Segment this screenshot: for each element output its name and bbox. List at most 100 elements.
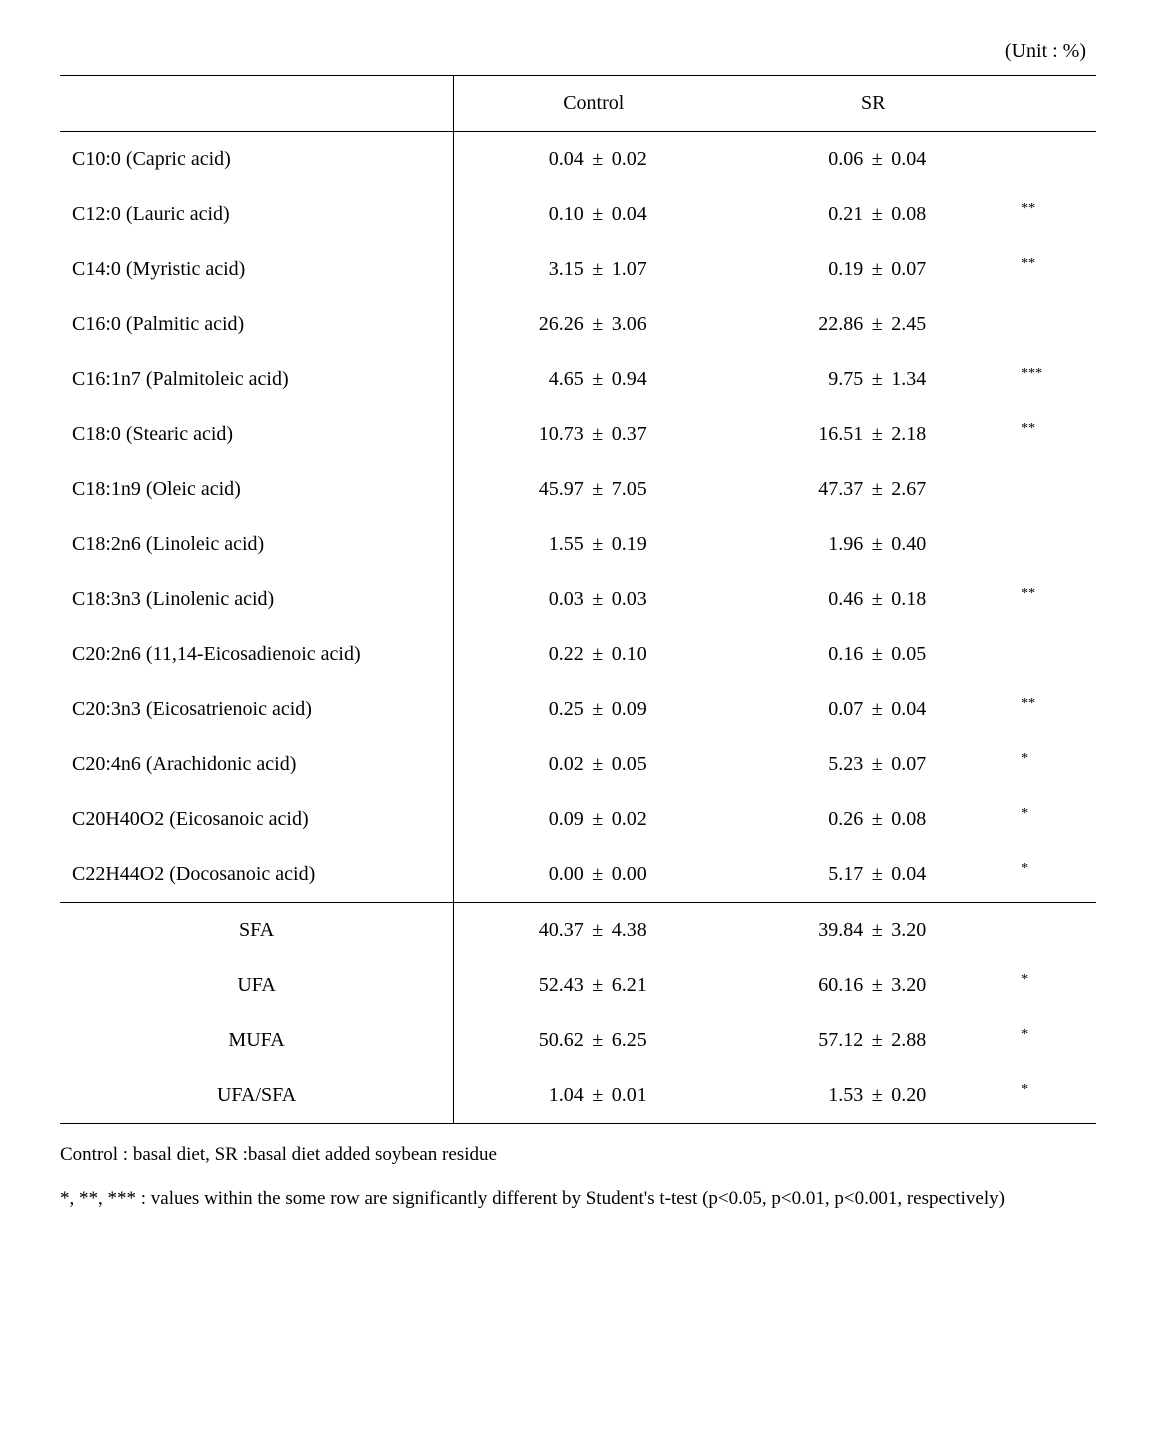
row-label: MUFA [60,1013,454,1068]
error-value: 3.20 [891,974,947,997]
header-sig [1013,76,1096,132]
plus-minus-symbol: ± [863,203,891,226]
error-value: 4.38 [612,919,668,942]
row-label: C16:0 (Palmitic acid) [60,297,454,352]
error-value: 1.07 [612,258,668,281]
error-value: 3.06 [612,313,668,336]
mean-value: 0.07 [799,698,863,721]
significance-marker: * [1013,737,1096,792]
value-pair: 0.07± 0.04 [799,698,947,721]
value-pair: 0.06±0.04 [799,148,947,171]
value-pair: 0.04±0.02 [520,148,668,171]
header-label [60,76,454,132]
error-value: 0.03 [612,588,668,611]
table-row: C16:1n7 (Palmitoleic acid)4.65±0.949.75±… [60,352,1096,407]
value-pair: 26.26±3.06 [520,313,668,336]
footnotes: Control : basal diet, SR :basal diet add… [60,1136,1096,1218]
plus-minus-symbol: ± [863,863,891,886]
table-row: C18:3n3 (Linolenic acid)0.03±0.030.46± 0… [60,572,1096,627]
value-pair: 0.02±0.05 [520,753,668,776]
mean-value: 60.16 [799,974,863,997]
plus-minus-symbol: ± [584,258,612,281]
table-row: C20:3n3 (Eicosatrienoic acid)0.25±0.090.… [60,682,1096,737]
plus-minus-symbol: ± [863,588,891,611]
control-cell: 0.03±0.03 [454,572,734,627]
sr-cell: 16.51± 2.18 [733,407,1013,462]
value-pair: 57.12± 2.88 [799,1029,947,1052]
table-row: C10:0 (Capric acid)0.04±0.020.06±0.04 [60,132,1096,188]
plus-minus-symbol: ± [584,974,612,997]
mean-value: 40.37 [520,919,584,942]
control-cell: 0.22±0.10 [454,627,734,682]
significance-marker: *** [1013,352,1096,407]
plus-minus-symbol: ± [863,258,891,281]
error-value: 6.25 [612,1029,668,1052]
error-value: 6.21 [612,974,668,997]
error-value: 1.34 [891,368,947,391]
plus-minus-symbol: ± [863,974,891,997]
table-row: C20:2n6 (11,14-Eicosadienoic acid)0.22±0… [60,627,1096,682]
value-pair: 1.53± 0.20 [799,1084,947,1107]
table-row: C18:2n6 (Linoleic acid)1.55±0.191.96± 0.… [60,517,1096,572]
mean-value: 45.97 [520,478,584,501]
error-value: 0.04 [891,698,947,721]
mean-value: 0.22 [520,643,584,666]
control-cell: 52.43±6.21 [454,958,734,1013]
value-pair: 0.22±0.10 [520,643,668,666]
significance-marker: * [1013,1068,1096,1124]
plus-minus-symbol: ± [863,698,891,721]
sr-cell: 0.46± 0.18 [733,572,1013,627]
control-cell: 0.09±0.02 [454,792,734,847]
value-pair: 4.65±0.94 [520,368,668,391]
plus-minus-symbol: ± [584,643,612,666]
mean-value: 26.26 [520,313,584,336]
value-pair: 0.46± 0.18 [799,588,947,611]
sr-cell: 9.75± 1.34 [733,352,1013,407]
mean-value: 0.19 [799,258,863,281]
plus-minus-symbol: ± [863,478,891,501]
control-cell: 40.37±4.38 [454,903,734,959]
control-cell: 10.73±0.37 [454,407,734,462]
mean-value: 3.15 [520,258,584,281]
table-row: C20H40O2 (Eicosanoic acid)0.09±0.020.26±… [60,792,1096,847]
plus-minus-symbol: ± [863,423,891,446]
mean-value: 0.06 [799,148,863,171]
error-value: 0.04 [891,863,947,886]
error-value: 2.67 [891,478,947,501]
mean-value: 0.04 [520,148,584,171]
error-value: 7.05 [612,478,668,501]
value-pair: 0.26± 0.08 [799,808,947,831]
table-row: SFA40.37±4.3839.84± 3.20 [60,903,1096,959]
plus-minus-symbol: ± [584,148,612,171]
table-row: C12:0 (Lauric acid)0.10±0.040.21±0.08** [60,187,1096,242]
mean-value: 0.16 [799,643,863,666]
value-pair: 47.37± 2.67 [799,478,947,501]
row-label: SFA [60,903,454,959]
mean-value: 0.25 [520,698,584,721]
significance-marker [1013,462,1096,517]
mean-value: 10.73 [520,423,584,446]
mean-value: 4.65 [520,368,584,391]
table-row: C16:0 (Palmitic acid) 26.26±3.06 22.86±2.4… [60,297,1096,352]
error-value: 0.40 [891,533,947,556]
plus-minus-symbol: ± [863,919,891,942]
control-cell: 0.25±0.09 [454,682,734,737]
mean-value: 0.46 [799,588,863,611]
significance-marker: * [1013,958,1096,1013]
value-pair: 1.96± 0.40 [799,533,947,556]
value-pair: 52.43±6.21 [520,974,668,997]
mean-value: 22.86 [799,313,863,336]
mean-value: 9.75 [799,368,863,391]
sr-cell: 22.86±2.45 [733,297,1013,352]
table-row: UFA/SFA1.04±0.011.53± 0.20* [60,1068,1096,1124]
value-pair: 9.75± 1.34 [799,368,947,391]
plus-minus-symbol: ± [863,753,891,776]
row-label: C12:0 (Lauric acid) [60,187,454,242]
mean-value: 47.37 [799,478,863,501]
value-pair: 5.23± 0.07 [799,753,947,776]
mean-value: 0.02 [520,753,584,776]
error-value: 0.10 [612,643,668,666]
error-value: 2.18 [891,423,947,446]
mean-value: 50.62 [520,1029,584,1052]
error-value: 0.05 [612,753,668,776]
